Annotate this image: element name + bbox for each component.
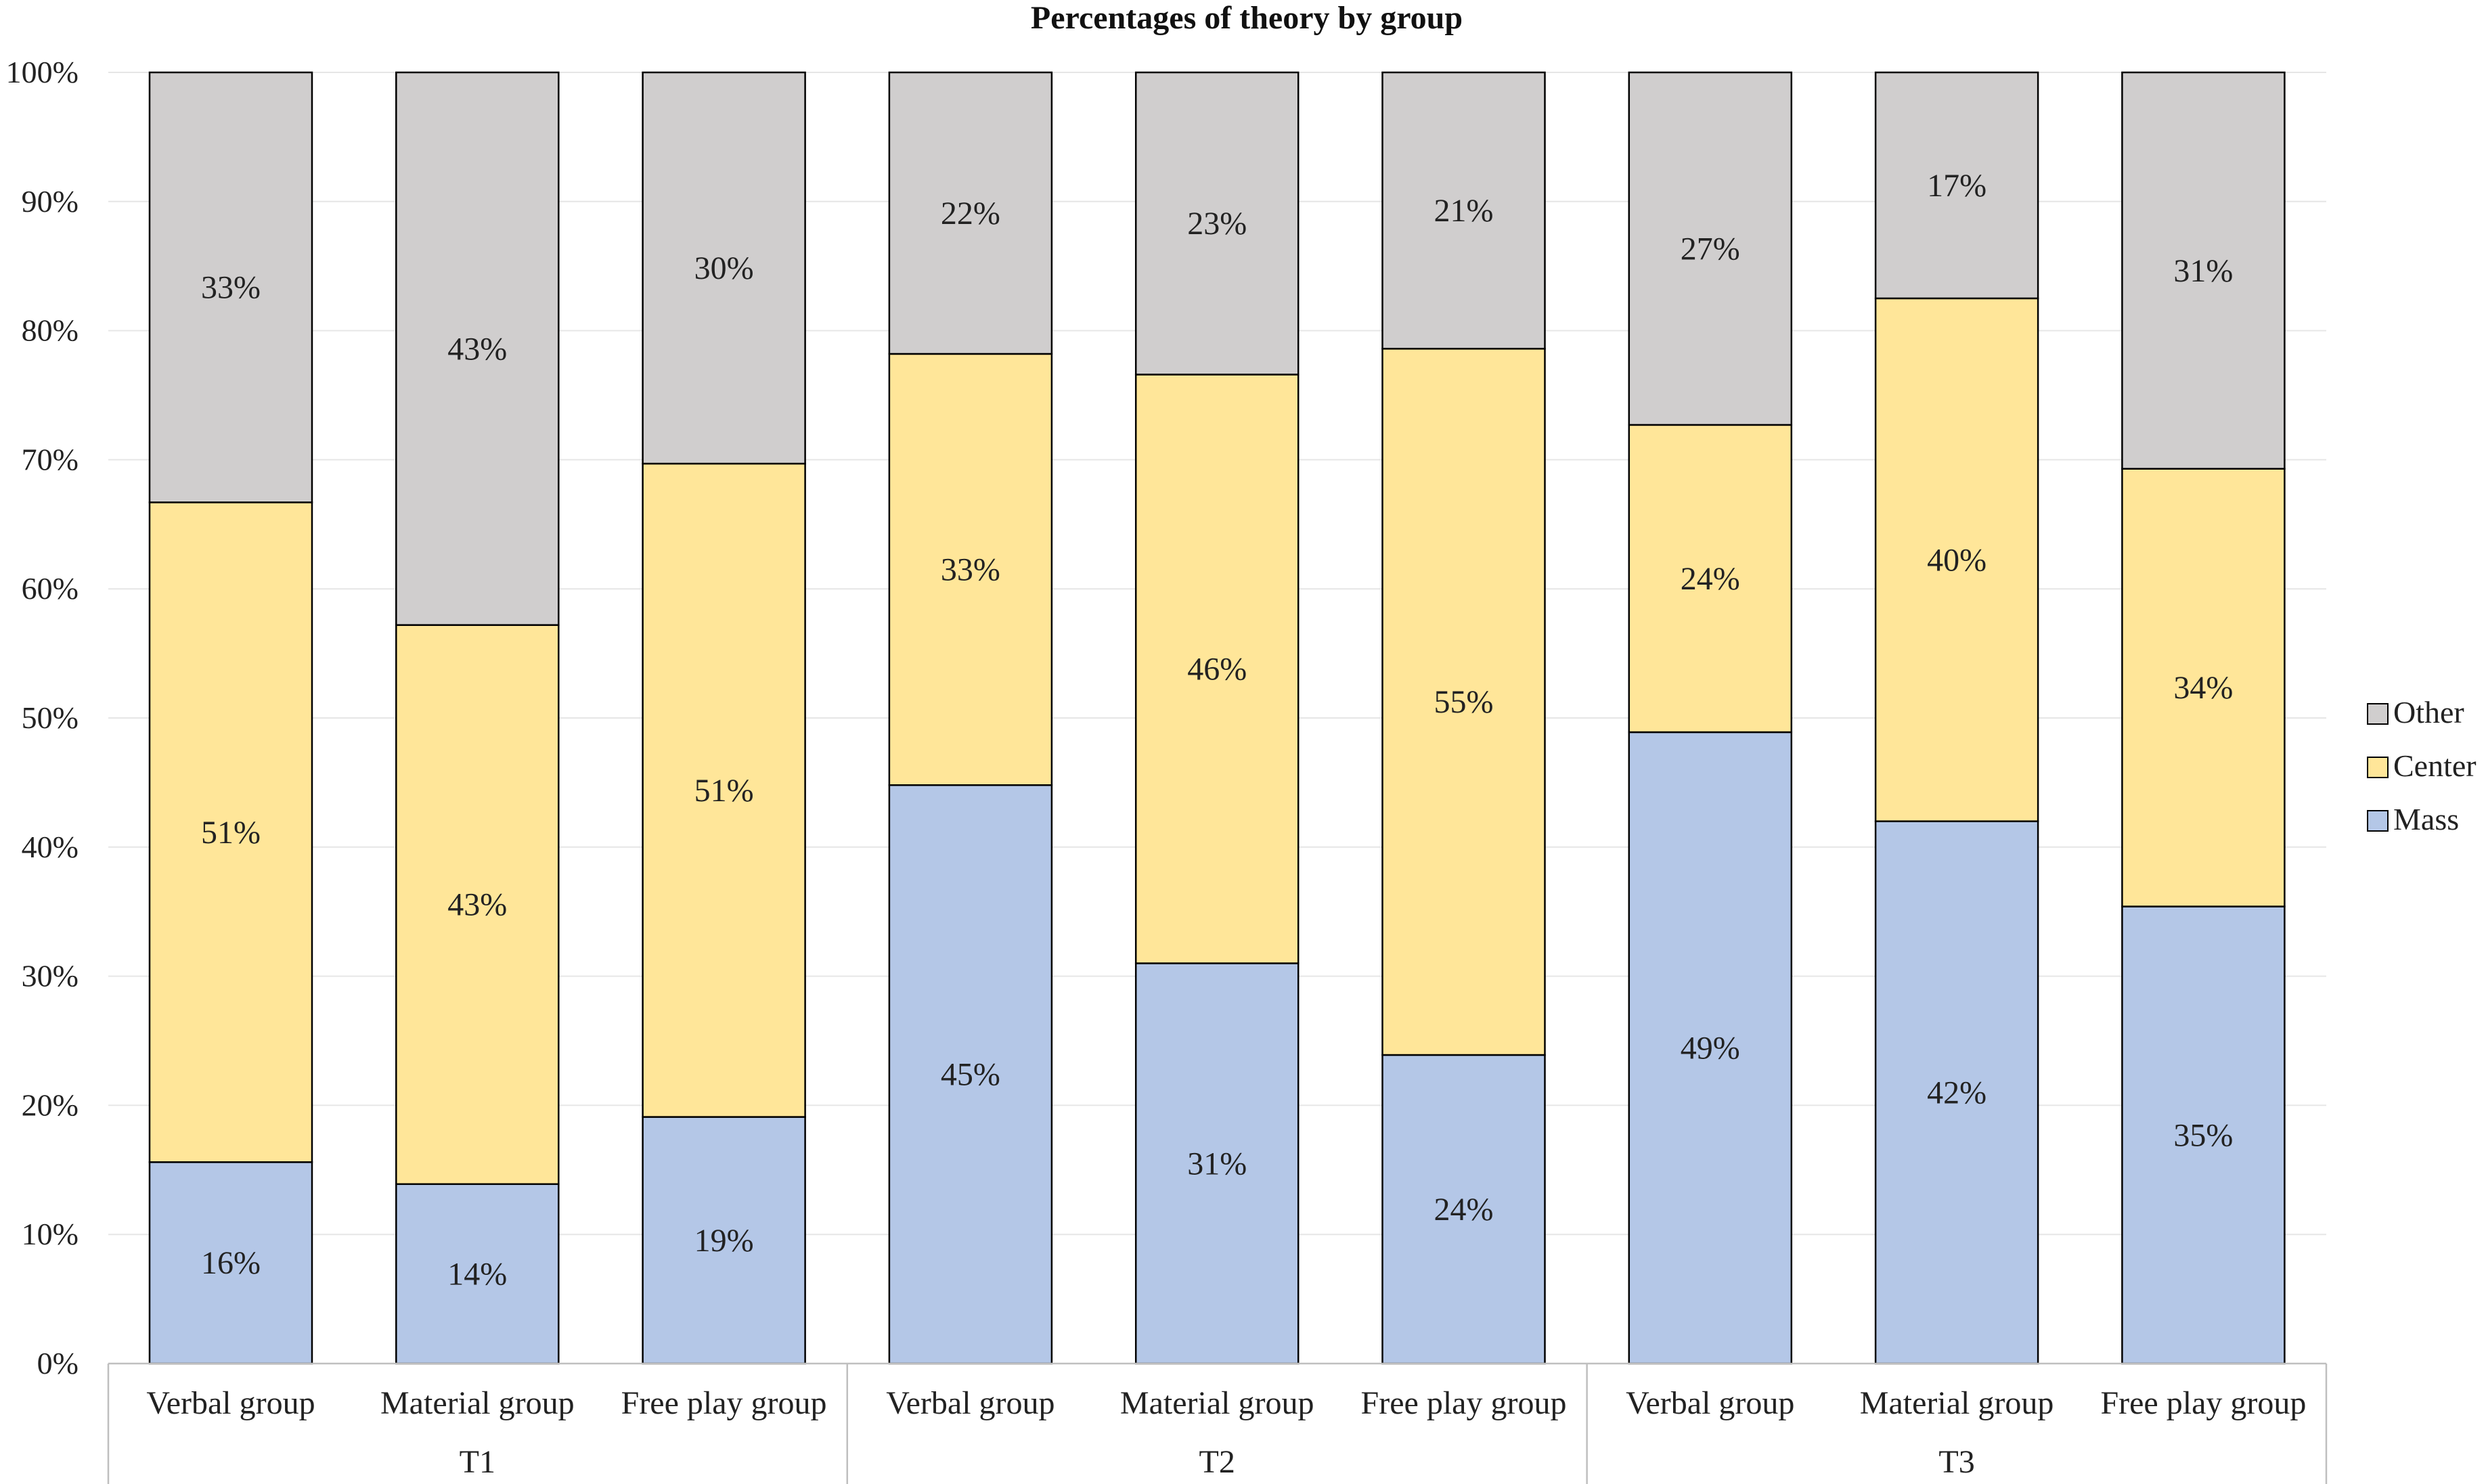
data-label-mass: 24% xyxy=(1434,1192,1494,1228)
bar-segment-mass xyxy=(1134,962,1300,1365)
bar-segment-mass xyxy=(1381,1054,1546,1365)
bar-segment-other xyxy=(888,71,1053,355)
data-label-center: 51% xyxy=(694,773,754,809)
x-category-label: Material group xyxy=(1860,1385,2054,1421)
bar-segment-center xyxy=(1381,348,1546,1056)
y-tick-label: 50% xyxy=(22,700,79,735)
data-label-mass: 16% xyxy=(201,1245,261,1281)
bar-segment-other xyxy=(1134,71,1300,376)
bar-segment-other xyxy=(148,71,313,503)
axes: 0% 10% 20% 30% 40% 50% 60% 70% 80% 90% 100% Verbal … xyxy=(6,55,2328,1484)
bar-segment-center xyxy=(2121,468,2286,907)
x-group-label: T2 xyxy=(1199,1444,1235,1480)
bar-segment-center xyxy=(1628,424,1793,734)
bar-segment-other xyxy=(395,71,560,626)
data-labels: 16% 51% 33% 14% 43% 43% 19% 51% 30% 45% 33% 22% 31% 4… xyxy=(201,168,2233,1292)
data-label-other: 33% xyxy=(201,270,261,306)
legend-swatch-center xyxy=(2367,757,2389,778)
y-tick-label: 20% xyxy=(22,1087,79,1122)
bar-segment-other xyxy=(1381,71,1546,350)
data-label-center: 43% xyxy=(447,887,507,923)
x-category-label: Verbal group xyxy=(886,1385,1055,1421)
legend-swatch-mass xyxy=(2367,810,2389,832)
bar-segment-mass xyxy=(888,784,1053,1365)
data-label-center: 33% xyxy=(941,552,1000,588)
data-label-mass: 14% xyxy=(447,1256,507,1292)
bar-segment-mass xyxy=(1874,820,2039,1365)
bars xyxy=(148,71,2286,1365)
x-category-label: Free play group xyxy=(621,1385,827,1421)
data-label-other: 43% xyxy=(447,331,507,367)
y-tick-label: 60% xyxy=(22,571,79,606)
bar-segment-mass xyxy=(1628,731,1793,1365)
legend-label-center: Center xyxy=(2393,748,2477,783)
x-category-label: Verbal group xyxy=(146,1385,315,1421)
y-tick-label: 10% xyxy=(22,1217,79,1251)
y-tick-label: 30% xyxy=(22,959,79,993)
data-label-mass: 45% xyxy=(941,1057,1000,1093)
legend-label-other: Other xyxy=(2393,695,2464,729)
x-group-label: T1 xyxy=(460,1444,495,1480)
y-tick-label: 70% xyxy=(22,442,79,476)
bar-segment-mass xyxy=(642,1116,806,1365)
bar-segment-center xyxy=(642,462,806,1118)
y-tick-label: 0% xyxy=(37,1346,79,1380)
data-label-other: 23% xyxy=(1187,206,1247,242)
bar-segment-center xyxy=(148,501,313,1163)
legend-label-mass: Mass xyxy=(2393,802,2459,836)
y-tick-label: 90% xyxy=(22,184,79,219)
x-category-label: Free play group xyxy=(2100,1385,2306,1421)
x-category-label: Verbal group xyxy=(1626,1385,1794,1421)
bar-segment-other xyxy=(642,71,806,465)
data-label-mass: 42% xyxy=(1927,1075,1986,1110)
data-label-other: 27% xyxy=(1681,231,1740,267)
bar-segment-center xyxy=(1874,297,2039,822)
y-tick-label: 100% xyxy=(6,55,79,89)
data-label-center: 34% xyxy=(2173,670,2233,706)
y-tick-label: 40% xyxy=(22,830,79,864)
data-label-mass: 35% xyxy=(2173,1117,2233,1153)
data-label-center: 24% xyxy=(1681,561,1740,597)
chart-title: Percentages of theory by group xyxy=(1031,0,1463,36)
bar-segment-center xyxy=(888,353,1053,786)
x-group-label: T3 xyxy=(1938,1444,1974,1480)
bar-segment-mass xyxy=(395,1183,560,1365)
bar-segment-other xyxy=(1874,71,2039,300)
bar-segment-other xyxy=(1628,71,1793,426)
legend: Other Center Mass xyxy=(2367,695,2477,836)
data-label-center: 55% xyxy=(1434,684,1494,720)
bar-segment-mass xyxy=(2121,905,2286,1365)
data-label-other: 31% xyxy=(2173,253,2233,289)
data-label-mass: 49% xyxy=(1681,1030,1740,1066)
data-label-center: 51% xyxy=(201,815,261,851)
x-category-label: Free play group xyxy=(1361,1385,1567,1421)
x-category-label: Material group xyxy=(380,1385,575,1421)
data-label-mass: 19% xyxy=(694,1223,754,1259)
data-label-other: 17% xyxy=(1927,168,1986,204)
data-label-other: 30% xyxy=(694,250,754,286)
data-label-other: 22% xyxy=(941,196,1000,231)
data-label-center: 40% xyxy=(1927,542,1986,578)
data-label-other: 21% xyxy=(1434,193,1494,229)
x-category-label: Material group xyxy=(1120,1385,1314,1421)
bar-segment-other xyxy=(2121,71,2286,470)
data-label-center: 46% xyxy=(1187,651,1247,687)
y-tick-label: 80% xyxy=(22,313,79,348)
legend-swatch-other xyxy=(2367,703,2389,725)
bar-segment-center xyxy=(395,624,560,1186)
data-label-mass: 31% xyxy=(1187,1146,1247,1182)
